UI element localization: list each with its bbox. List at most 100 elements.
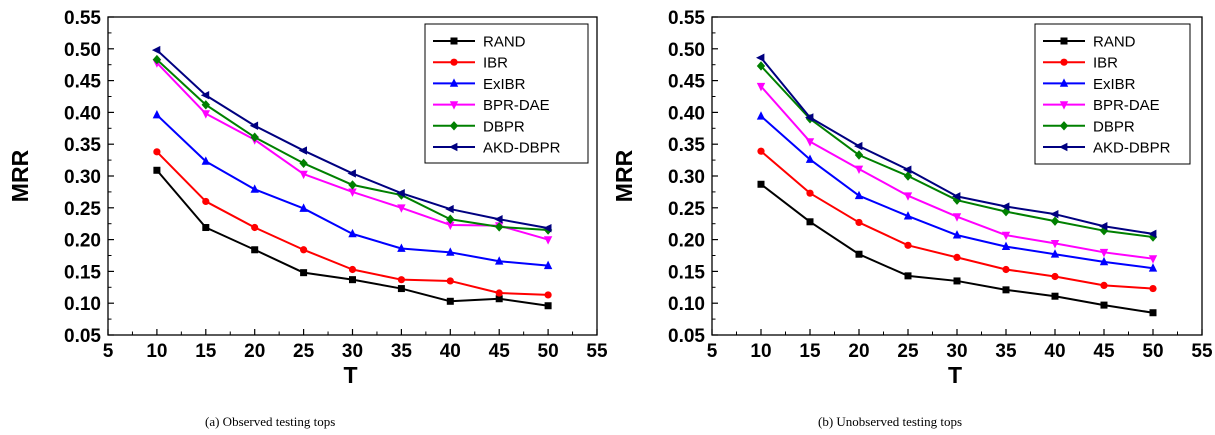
data-point-ibr <box>251 223 259 232</box>
data-point-rand <box>953 277 961 285</box>
data-point-ibr <box>300 246 308 254</box>
y-tick-label: 0.55 <box>668 8 705 29</box>
data-point-exibr <box>250 184 259 193</box>
y-tick-label: 0.30 <box>668 167 705 188</box>
data-point-rand <box>544 302 552 310</box>
panel-observed: 5 10 15 20 25 30 35 40 45 50 55 0.05 0.10 0.15 0.20 0.2… <box>7 8 608 429</box>
data-point-rand <box>757 180 765 188</box>
legend-label-ibr: IBR <box>483 55 508 72</box>
y-tick-label: 0.40 <box>64 103 101 124</box>
x-tick-label: 55 <box>586 341 608 362</box>
legend-marker-dbpr <box>1059 121 1069 131</box>
data-point-exibr <box>952 230 962 239</box>
data-point-rand <box>251 246 259 254</box>
data-point-akd-dbpr <box>854 141 863 151</box>
legend-marker-akd-dbpr <box>449 142 458 152</box>
data-point-ibr <box>757 147 765 155</box>
data-point-dbpr <box>446 214 455 224</box>
legend-label-rand: RAND <box>483 34 526 51</box>
data-point-bpr-dae <box>1001 231 1011 241</box>
data-point-exibr <box>1099 256 1109 266</box>
data-point-exibr <box>543 260 553 270</box>
x-tick-label: 15 <box>195 341 217 362</box>
y-tick-label: 0.45 <box>668 72 705 93</box>
y-axis-title: MRR <box>611 149 637 202</box>
data-point-exibr <box>152 109 162 119</box>
data-point-dbpr <box>854 150 864 160</box>
legend-marker-rand <box>1060 37 1068 45</box>
y-tick-label: 0.20 <box>668 231 705 252</box>
y-tick-label: 0.55 <box>64 8 101 29</box>
x-tick-label: 50 <box>1142 341 1163 362</box>
y-tick-label: 0.20 <box>64 231 101 252</box>
data-point-bpr-dae <box>348 188 357 197</box>
data-point-akd-dbpr <box>1148 229 1157 239</box>
data-point-bpr-dae <box>854 165 864 175</box>
x-tick-label: 30 <box>946 341 967 362</box>
y-tick-label: 0.15 <box>64 262 101 283</box>
data-point-akd-dbpr <box>347 169 356 178</box>
data-point-akd-dbpr <box>494 215 503 224</box>
data-point-rand <box>1149 309 1157 317</box>
data-point-ibr <box>953 253 961 262</box>
data-point-ibr <box>202 197 210 206</box>
data-point-dbpr <box>1148 232 1158 242</box>
legend-label-exibr: ExIBR <box>1093 76 1136 93</box>
legend-marker-exibr <box>1059 78 1069 87</box>
x-tick-label: 30 <box>342 341 363 362</box>
data-point-ibr <box>348 265 357 274</box>
legend-label-bpr-dae: BPR-DAE <box>1093 97 1160 114</box>
legend-marker-bpr-dae <box>1059 101 1069 110</box>
data-point-dbpr <box>756 61 766 71</box>
x-tick-label: 45 <box>489 341 511 362</box>
panel-unobserved: 5 10 15 20 25 30 35 40 45 50 55 0.05 0.10 0.15 0.20 0.2… <box>611 8 1213 429</box>
data-point-exibr <box>495 256 504 265</box>
data-point-exibr <box>805 154 815 163</box>
legend-label-dbpr: DBPR <box>483 118 525 135</box>
x-tick-label: 45 <box>1093 341 1115 362</box>
data-point-rand <box>349 276 356 284</box>
data-point-exibr <box>1148 263 1158 272</box>
figure-caption: (b) Unobserved testing tops <box>818 414 962 429</box>
legend-label-ibr: IBR <box>1093 55 1118 72</box>
y-tick-label: 0.35 <box>668 135 705 156</box>
data-point-akd-dbpr <box>952 192 961 201</box>
data-point-ibr <box>806 189 814 197</box>
legend-label-akd-dbpr: AKD-DBPR <box>1093 140 1171 157</box>
data-point-rand <box>153 166 161 174</box>
y-tick-label: 0.15 <box>668 262 705 283</box>
x-tick-label: 15 <box>799 341 821 362</box>
data-point-akd-dbpr <box>1001 202 1010 211</box>
data-point-rand <box>806 218 814 226</box>
y-tick-label: 0.25 <box>668 199 705 220</box>
y-tick-label: 0.05 <box>668 326 705 347</box>
data-point-ibr <box>495 289 503 297</box>
data-point-ibr <box>1100 281 1108 289</box>
data-point-exibr <box>1001 241 1011 250</box>
data-point-bpr-dae <box>446 221 455 230</box>
data-point-dbpr <box>201 100 210 110</box>
x-tick-label: 5 <box>707 341 718 362</box>
data-point-exibr <box>1050 249 1060 258</box>
data-point-exibr <box>397 243 406 252</box>
figure-caption: (a) Observed testing tops <box>205 414 335 429</box>
y-tick-label: 0.35 <box>64 135 101 156</box>
x-axis-title: T <box>343 362 357 388</box>
data-point-akd-dbpr <box>903 165 912 174</box>
y-tick-label: 0.50 <box>668 40 705 61</box>
data-point-exibr <box>299 203 308 212</box>
x-tick-label: 40 <box>440 341 461 362</box>
data-point-akd-dbpr <box>543 223 552 233</box>
legend-marker-ibr <box>1060 58 1068 66</box>
data-point-rand <box>855 250 863 258</box>
data-point-ibr <box>446 277 454 285</box>
y-tick-label: 0.05 <box>64 326 101 347</box>
data-point-ibr <box>855 218 863 227</box>
data-point-akd-dbpr <box>200 91 210 100</box>
legend-label-exibr: ExIBR <box>483 76 526 93</box>
data-point-ibr <box>397 276 405 284</box>
x-tick-label: 25 <box>897 341 919 362</box>
data-point-exibr <box>446 247 455 256</box>
legend-label-akd-dbpr: AKD-DBPR <box>483 140 561 157</box>
data-point-dbpr <box>250 132 259 142</box>
